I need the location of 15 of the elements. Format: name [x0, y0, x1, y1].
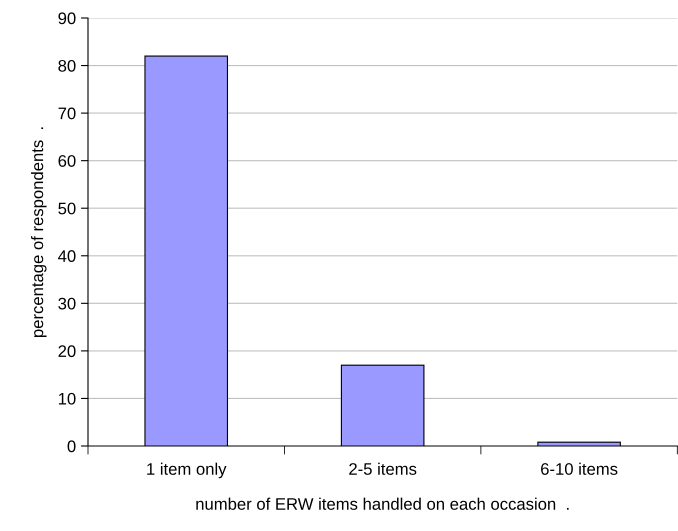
y-tick-label: 20 — [58, 345, 76, 358]
y-tick-label: 40 — [58, 250, 76, 262]
x-tick-label: 6-10 items — [541, 462, 618, 475]
y-tick-label: 60 — [58, 155, 76, 167]
x-tick-label: 1 item only — [147, 462, 226, 478]
y-axis-title: percentage of respondents . — [31, 127, 47, 338]
y-tick-label: 10 — [58, 392, 76, 405]
y-tick-label: 0 — [68, 440, 76, 452]
y-tick-label: 70 — [58, 108, 76, 120]
y-tick-label: 50 — [58, 202, 76, 214]
y-tick-label: 30 — [58, 298, 76, 310]
x-axis-title: number of ERW items handled on each occasion . — [196, 498, 569, 510]
y-tick-label: 80 — [58, 60, 76, 72]
x-tick-label: 2-5 items — [349, 462, 416, 475]
y-tick-label: 90 — [58, 12, 76, 24]
